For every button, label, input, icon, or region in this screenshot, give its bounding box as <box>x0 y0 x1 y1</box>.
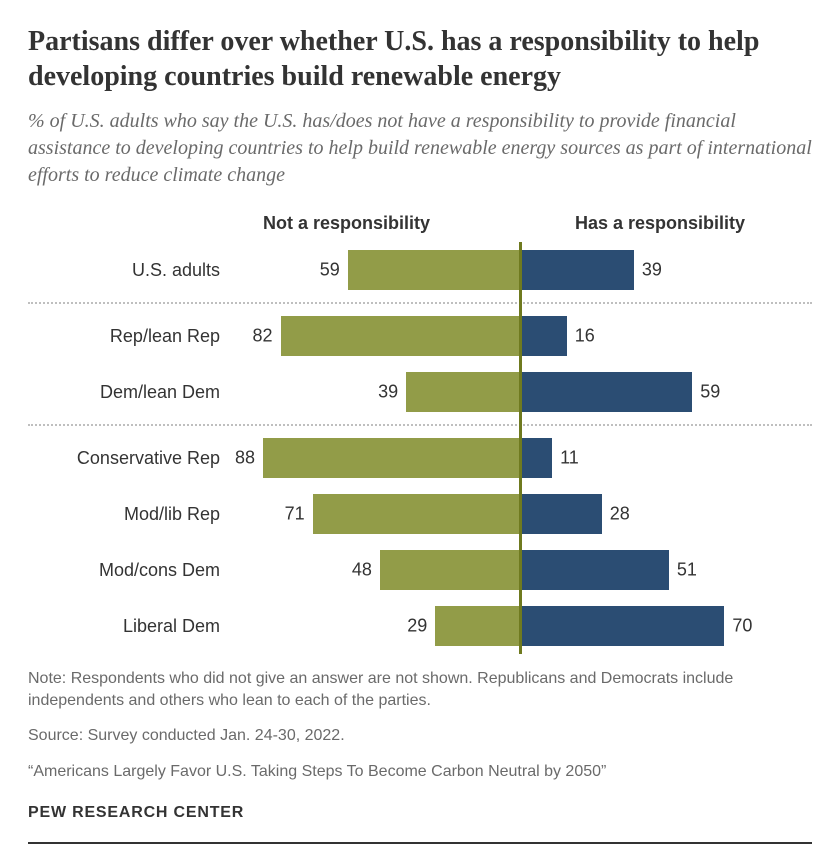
chart-citation: “Americans Largely Favor U.S. Taking Ste… <box>28 761 812 783</box>
bar-has-responsibility: 70 <box>520 606 724 646</box>
row-label: Conservative Rep <box>28 448 228 469</box>
bar-value-right: 70 <box>724 616 752 637</box>
bar-has-responsibility: 51 <box>520 550 669 590</box>
bar-value-right: 39 <box>634 260 662 281</box>
bar-value-right: 51 <box>669 560 697 581</box>
row-label: Liberal Dem <box>28 616 228 637</box>
table-row: Rep/lean Rep8216 <box>28 308 812 364</box>
chart-title: Partisans differ over whether U.S. has a… <box>28 24 812 94</box>
bar-has-responsibility: 59 <box>520 372 692 412</box>
bar-value-left: 29 <box>407 616 435 637</box>
table-row: Liberal Dem2970 <box>28 598 812 654</box>
chart-note: Note: Respondents who did not give an an… <box>28 668 812 711</box>
bar-value-left: 82 <box>253 326 281 347</box>
row-label: Rep/lean Rep <box>28 326 228 347</box>
diverging-bar-chart: Not a responsibility Has a responsibilit… <box>28 213 812 654</box>
bar-value-right: 16 <box>567 326 595 347</box>
bar-not-responsibility: 39 <box>406 372 520 412</box>
bar-not-responsibility: 71 <box>313 494 520 534</box>
chart-source: Source: Survey conducted Jan. 24-30, 202… <box>28 725 812 747</box>
end-rule <box>28 842 812 844</box>
center-axis-line <box>519 242 522 654</box>
group-divider <box>28 302 812 304</box>
bar-value-right: 11 <box>552 448 579 469</box>
left-header: Not a responsibility <box>228 213 555 234</box>
table-row: Mod/lib Rep7128 <box>28 486 812 542</box>
group-divider <box>28 424 812 426</box>
bar-value-right: 28 <box>602 504 630 525</box>
right-header: Has a responsibility <box>555 213 812 234</box>
attribution: PEW RESEARCH CENTER <box>28 804 812 822</box>
bar-not-responsibility: 48 <box>380 550 520 590</box>
bar-has-responsibility: 39 <box>520 250 634 290</box>
bar-has-responsibility: 16 <box>520 316 567 356</box>
table-row: Conservative Rep8811 <box>28 430 812 486</box>
table-row: Mod/cons Dem4851 <box>28 542 812 598</box>
table-row: U.S. adults5939 <box>28 242 812 298</box>
table-row: Dem/lean Dem3959 <box>28 364 812 420</box>
bar-value-left: 39 <box>378 382 406 403</box>
bar-has-responsibility: 28 <box>520 494 602 534</box>
row-label: Mod/lib Rep <box>28 504 228 525</box>
bar-value-left: 71 <box>285 504 313 525</box>
bar-value-left: 48 <box>352 560 380 581</box>
column-headers: Not a responsibility Has a responsibilit… <box>28 213 812 234</box>
bar-has-responsibility: 11 <box>520 438 552 478</box>
row-label: Mod/cons Dem <box>28 560 228 581</box>
row-label: U.S. adults <box>28 260 228 281</box>
bar-value-right: 59 <box>692 382 720 403</box>
bar-not-responsibility: 82 <box>281 316 520 356</box>
bar-value-left: 88 <box>235 448 263 469</box>
bar-value-left: 59 <box>320 260 348 281</box>
rows-container: U.S. adults5939Rep/lean Rep8216Dem/lean … <box>28 242 812 654</box>
row-label: Dem/lean Dem <box>28 382 228 403</box>
bar-not-responsibility: 29 <box>435 606 520 646</box>
bar-not-responsibility: 88 <box>263 438 520 478</box>
chart-subtitle: % of U.S. adults who say the U.S. has/do… <box>28 108 812 189</box>
bar-not-responsibility: 59 <box>348 250 520 290</box>
